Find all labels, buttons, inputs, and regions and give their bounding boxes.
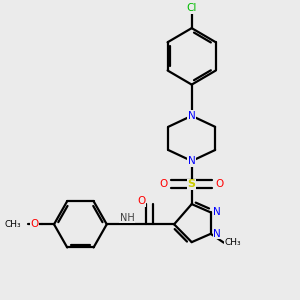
- Text: CH₃: CH₃: [4, 220, 21, 229]
- Text: N: N: [213, 207, 221, 218]
- Text: O: O: [215, 179, 223, 189]
- Text: N: N: [188, 111, 196, 121]
- Text: O: O: [160, 179, 168, 189]
- Text: N: N: [188, 156, 196, 166]
- Text: CH₃: CH₃: [224, 238, 241, 247]
- Text: NH: NH: [120, 213, 135, 223]
- Text: N: N: [213, 229, 221, 239]
- Text: Cl: Cl: [187, 3, 197, 13]
- Text: S: S: [188, 179, 196, 189]
- Text: O: O: [31, 219, 39, 229]
- Text: O: O: [137, 196, 145, 206]
